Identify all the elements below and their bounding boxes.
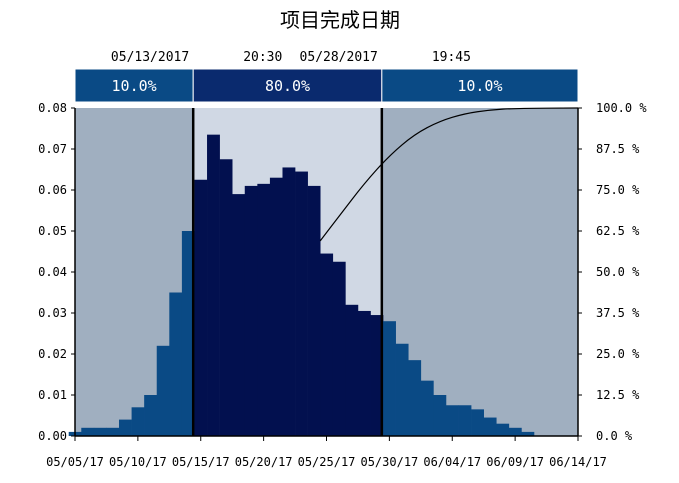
percent-band-1 bbox=[74, 68, 194, 103]
x-tick-label: 05/10/17 bbox=[109, 455, 167, 469]
marker-time-2: 19:45 bbox=[432, 50, 471, 65]
y-left-tick-label: 0.05 bbox=[38, 224, 67, 238]
y-right-tick-label: 62.5 % bbox=[596, 224, 640, 238]
histogram-bar bbox=[445, 405, 459, 436]
marker-date-1: 05/13/2017 bbox=[111, 50, 189, 65]
histogram-bar bbox=[194, 179, 208, 436]
histogram-bar bbox=[144, 395, 158, 436]
histogram-bar bbox=[282, 167, 296, 436]
y-left-tick-label: 0.00 bbox=[38, 429, 67, 443]
percent-band-3 bbox=[381, 68, 579, 103]
histogram-bar bbox=[458, 405, 472, 436]
percent-band-label-3: 10.0% bbox=[457, 77, 502, 95]
y-right-tick-label: 100.0 % bbox=[596, 101, 647, 115]
histogram-bar bbox=[169, 292, 183, 436]
y-right-tick-label: 12.5 % bbox=[596, 388, 640, 402]
histogram-bar bbox=[483, 417, 497, 436]
percentage-bands: 10.0% 80.0% 10.0% bbox=[74, 68, 579, 103]
histogram-bar bbox=[244, 185, 258, 436]
histogram-bar bbox=[508, 427, 522, 436]
axes: 0.00 0.01 0.02 0.03 0.04 0.05 0.06 0.07 0.08 0.0 … bbox=[38, 101, 647, 469]
y-left-tick-label: 0.06 bbox=[38, 183, 67, 197]
histogram-bar bbox=[307, 185, 321, 436]
x-tick-label: 05/25/17 bbox=[298, 455, 356, 469]
histogram-bar bbox=[471, 409, 484, 436]
histogram-bar bbox=[395, 343, 409, 436]
histogram-bar bbox=[131, 407, 145, 436]
y-right-tick-label: 37.5 % bbox=[596, 306, 640, 320]
histogram-bar bbox=[119, 419, 132, 436]
histogram-bar bbox=[345, 304, 359, 436]
histogram-bar bbox=[257, 183, 271, 436]
y-right-tick-label: 25.0 % bbox=[596, 347, 640, 361]
histogram-bar bbox=[181, 231, 195, 436]
histogram-bar bbox=[106, 427, 120, 436]
x-tick-label: 06/14/17 bbox=[549, 455, 607, 469]
histogram-bar bbox=[219, 159, 233, 436]
histogram-bar bbox=[269, 177, 283, 436]
histogram-bar bbox=[357, 310, 371, 436]
histogram-bar bbox=[370, 315, 384, 436]
y-right-tick-label: 75.0 % bbox=[596, 183, 640, 197]
histogram-bar bbox=[420, 380, 434, 436]
x-tick-label: 05/15/17 bbox=[172, 455, 230, 469]
histogram-bar bbox=[408, 360, 422, 436]
histogram-bar bbox=[332, 261, 346, 436]
cumulative-curve bbox=[319, 107, 579, 242]
histogram-bar bbox=[207, 134, 220, 436]
histogram-bar bbox=[232, 194, 246, 436]
y-left-tick-label: 0.04 bbox=[38, 265, 67, 279]
x-tick-label: 06/09/17 bbox=[486, 455, 544, 469]
histogram-bars bbox=[68, 134, 535, 437]
histogram-bar bbox=[81, 427, 95, 436]
x-tick-label: 06/04/17 bbox=[423, 455, 481, 469]
chart-title: 项目完成日期 bbox=[280, 8, 400, 32]
percent-band-label-1: 10.0% bbox=[112, 77, 157, 95]
y-left-tick-label: 0.03 bbox=[38, 306, 67, 320]
histogram-bar bbox=[320, 253, 334, 436]
y-left-tick-label: 0.01 bbox=[38, 388, 67, 402]
y-left-tick-label: 0.08 bbox=[38, 101, 67, 115]
y-left-tick-label: 0.07 bbox=[38, 142, 67, 156]
cumulative-line bbox=[319, 107, 579, 242]
histogram-bar bbox=[156, 345, 170, 436]
x-tick-label: 05/30/17 bbox=[360, 455, 418, 469]
certainty-markers: 05/13/2017 20:30 05/28/2017 19:45 bbox=[111, 50, 471, 436]
y-right-tick-label: 50.0 % bbox=[596, 265, 640, 279]
x-tick-label: 05/05/17 bbox=[46, 455, 104, 469]
y-right-tick-label: 87.5 % bbox=[596, 142, 640, 156]
y-left-tick-label: 0.02 bbox=[38, 347, 67, 361]
marker-time-1: 20:30 bbox=[243, 50, 282, 65]
histogram-bar bbox=[521, 431, 535, 436]
histogram-bar bbox=[383, 321, 396, 436]
marker-date-2: 05/28/2017 bbox=[300, 50, 378, 65]
histogram-bar bbox=[496, 423, 510, 436]
y-right-tick-label: 0.0 % bbox=[596, 429, 633, 443]
percent-band-label-2: 80.0% bbox=[265, 77, 310, 95]
histogram-bar bbox=[93, 427, 107, 436]
histogram-bar bbox=[433, 395, 447, 436]
percent-band-2 bbox=[192, 68, 383, 103]
x-tick-label: 05/20/17 bbox=[235, 455, 293, 469]
histogram-bar bbox=[295, 171, 308, 437]
